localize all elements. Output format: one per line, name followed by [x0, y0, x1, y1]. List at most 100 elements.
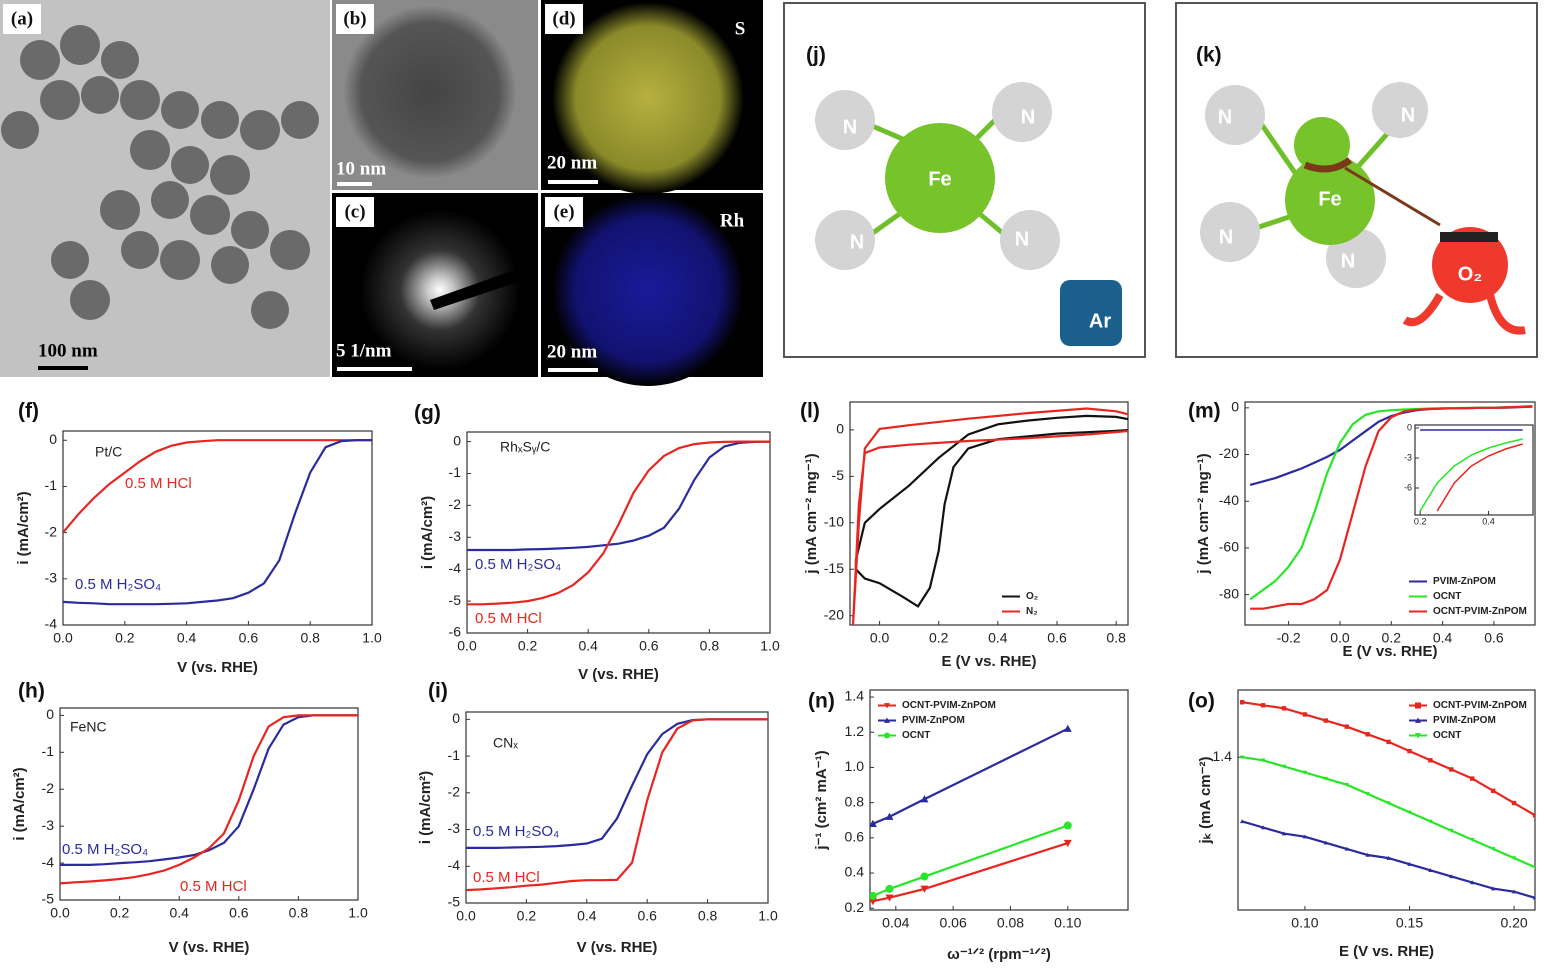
plot-area — [63, 439, 372, 606]
series-line — [1419, 438, 1523, 512]
data-point — [1281, 706, 1287, 711]
series-line — [466, 718, 768, 892]
x-tick-label: 0.0 — [456, 908, 476, 924]
panel-label: (f) — [18, 400, 39, 423]
series-line — [872, 842, 1069, 903]
series-line — [467, 440, 770, 606]
scale-label: 5 1/nm — [336, 340, 392, 361]
y-tick-label: 0 — [46, 706, 54, 722]
data-point — [1407, 861, 1412, 866]
x-tick-label: 0.0 — [457, 638, 477, 654]
y-tick-label: 1.4 — [845, 688, 865, 704]
x-tick-label: 1.0 — [758, 908, 778, 924]
x-tick-label: 1.0 — [348, 905, 368, 921]
annotation: Pt/C — [95, 444, 122, 460]
data-point — [885, 894, 894, 902]
series-label: 0.5 M HCl — [473, 869, 540, 886]
data-point — [1344, 724, 1349, 729]
y-axis-label: i (mA/cm²) — [417, 771, 434, 844]
y-tick-label: -5 — [832, 467, 845, 483]
y-tick-label: -2 — [449, 496, 462, 512]
legend-label: OCNT-PVIM-ZnPOM — [1433, 700, 1527, 711]
y-tick-label: -2 — [42, 780, 55, 796]
y-tick-label: -10 — [824, 513, 844, 529]
y-tick-label: -3 — [449, 528, 462, 544]
legend-marker — [1415, 702, 1421, 709]
y-tick-label: 1.2 — [845, 723, 865, 739]
plot-area — [466, 718, 768, 892]
data-point — [1470, 880, 1475, 885]
x-tick-label: 1.0 — [362, 630, 382, 646]
plot-frame — [62, 430, 373, 626]
diagram-k: Fe N N N N O₂ (k) — [1175, 2, 1538, 358]
data-point — [1063, 821, 1072, 830]
data-point — [885, 812, 894, 820]
y-tick-label: -1 — [42, 743, 55, 759]
legend-marker — [884, 732, 890, 739]
data-point — [1344, 846, 1349, 851]
x-tick-label: 1.0 — [760, 638, 780, 654]
panel-label: (o) — [1188, 690, 1215, 713]
scale-label: 20 nm — [547, 341, 597, 362]
x-tick-label: 0.20 — [1500, 915, 1527, 931]
y-tick-label: 0.6 — [845, 829, 865, 845]
x-tick-label: 0.8 — [300, 630, 320, 646]
series-line — [854, 414, 1128, 608]
data-point — [920, 885, 929, 893]
y-axis-label: i (mA/cm²) — [11, 767, 28, 840]
x-tick-label: 0.4 — [577, 908, 597, 924]
panel-label: (a) — [11, 8, 33, 29]
y-tick-label: -3 — [448, 820, 461, 836]
y-axis-label: i (mA/cm²) — [15, 491, 32, 564]
series-label: 0.5 M HCl — [125, 475, 192, 492]
data-point — [1511, 800, 1517, 806]
data-point — [1470, 837, 1475, 842]
data-point — [1281, 831, 1287, 836]
x-axis-label: V (vs. RHE) — [577, 939, 658, 956]
x-tick-label: 0.08 — [997, 915, 1024, 931]
data-point — [1428, 868, 1433, 873]
data-point — [1407, 748, 1412, 754]
y-tick-label: 1.0 — [845, 758, 865, 774]
x-tick-label: 0.04 — [882, 915, 909, 931]
data-point — [1323, 840, 1329, 845]
y-tick-label: -15 — [824, 560, 844, 576]
element-label: Rh — [720, 210, 745, 231]
data-point — [920, 872, 929, 881]
panel-label: (i) — [428, 680, 448, 703]
data-point — [1302, 712, 1308, 717]
diagram-j: Fe N N N N Ar (j) — [783, 2, 1146, 358]
y-axis-label: j (mA cm⁻² mg⁻¹) — [803, 453, 820, 574]
scale-label: 100 nm — [38, 340, 98, 361]
data-point — [1449, 874, 1454, 879]
y-tick-label: 0 — [452, 710, 460, 726]
x-tick-label: 0.6 — [639, 638, 659, 654]
data-point — [1490, 788, 1496, 794]
y-tick-label: -40 — [1219, 492, 1239, 508]
x-tick-label: 0.10 — [1054, 915, 1081, 931]
plot-area — [60, 714, 358, 885]
micrograph-d: (d) S 20 nm — [541, 0, 763, 194]
series-line — [872, 727, 1069, 825]
data-point — [1386, 739, 1391, 745]
x-tick-label: 0.4 — [578, 638, 598, 654]
x-tick-label: 0.0 — [50, 905, 70, 921]
data-point — [1386, 801, 1391, 806]
x-tick-label: 0.4 — [1433, 630, 1453, 646]
y-axis-label: j⁻¹ (cm² mA⁻¹) — [813, 750, 830, 850]
x-tick-label: 0.2 — [115, 630, 135, 646]
y-tick-label: -60 — [1219, 539, 1239, 555]
y-tick-label: -4 — [42, 854, 55, 870]
series-line — [467, 440, 770, 552]
data-point — [1365, 792, 1370, 797]
x-tick-label: 0.2 — [518, 638, 538, 654]
y-tick-label: -1 — [45, 477, 58, 493]
data-point — [1063, 839, 1072, 848]
atom-label: N — [1015, 228, 1029, 250]
legend-label: PVIM-ZnPOM — [1433, 715, 1496, 726]
micrograph-e: (e) Rh 20 nm — [541, 193, 763, 386]
y-tick-label: -1 — [449, 464, 462, 480]
data-point — [1386, 855, 1391, 860]
plot-area — [1419, 429, 1523, 512]
series-label: 0.5 M HCl — [475, 610, 542, 627]
